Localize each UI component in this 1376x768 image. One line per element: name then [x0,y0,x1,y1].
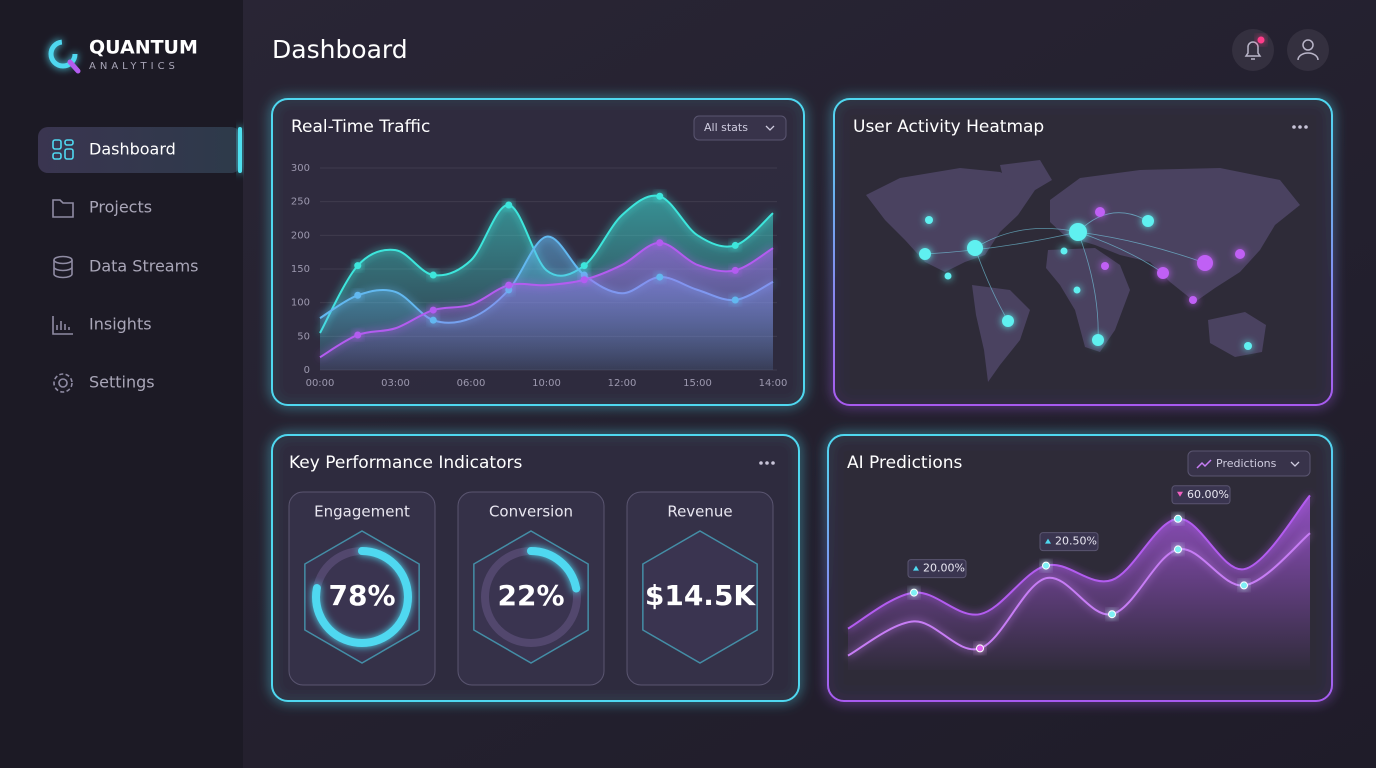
data-point [1240,581,1248,590]
x-tick-label: 03:00 [381,378,410,389]
series-line [319,241,774,359]
nav-item[interactable]: Projects [89,198,152,217]
kpi-value: 78% [328,579,395,612]
notification-button[interactable] [1232,29,1274,71]
data-point [731,296,739,304]
data-point [910,588,918,597]
y-tick-label: 150 [291,264,310,275]
y-tick-label: 0 [304,365,310,376]
data-point [656,239,664,247]
data-point [429,306,437,314]
kpi-ring [481,547,581,647]
data-point [580,262,588,270]
series-line [847,532,1311,657]
heatmap-title: User Activity Heatmap [853,117,1044,137]
world-map [866,160,1300,382]
traffic-title: Real-Time Traffic [291,117,430,137]
data-point [1108,610,1116,619]
data-point [429,271,437,279]
nav-item[interactable]: Insights [89,315,152,334]
series-area [848,495,1310,670]
activity-dots-purple [1095,207,1245,304]
nav-icons [52,139,74,393]
data-point [580,276,588,284]
annotation-icon [1045,538,1051,544]
predictions-filter-label: Predictions [1216,457,1277,470]
predictions-filter[interactable]: Predictions [1187,450,1311,477]
x-tick-label: 06:00 [457,378,486,389]
kpi-menu[interactable] [759,461,775,465]
y-tick-label: 250 [291,197,310,208]
data-point [354,331,362,339]
kpi-ring [312,547,412,647]
kpi-value: 22% [497,579,564,612]
data-point [1174,545,1182,554]
x-tick-label: 00:00 [306,378,335,389]
predictions-title: AI Predictions [847,453,962,473]
data-point [1042,561,1050,570]
heatmap-menu[interactable] [1292,125,1308,129]
kpi-label: Engagement [314,503,410,521]
y-tick-label: 100 [291,298,310,309]
annotation-box [1039,532,1099,552]
nav-item[interactable]: Settings [89,373,155,392]
y-tick-label: 300 [291,163,310,174]
kpi-title: Key Performance Indicators [289,453,522,473]
y-tick-label: 50 [297,331,310,342]
data-point [505,201,513,209]
data-point [354,262,362,270]
nav-item[interactable]: Data Streams [89,257,199,276]
brand-name: QUANTUM [89,37,198,59]
kpi-label: Conversion [489,503,573,521]
x-tick-label: 12:00 [608,378,637,389]
x-tick-label: 15:00 [683,378,712,389]
activity-dots-cyan [919,215,1252,350]
data-point [656,192,664,200]
data-point [429,316,437,324]
data-point [505,281,513,289]
data-point [1174,514,1182,523]
annotation-label: 60.00% [1187,488,1229,501]
data-point [976,644,984,653]
traffic-filter-label: All stats [704,121,748,134]
annotation-icon [913,565,919,571]
data-point [354,291,362,299]
x-tick-label: 10:00 [532,378,561,389]
x-tick-label: 14:00 [759,378,788,389]
traffic-filter[interactable]: All stats [693,115,787,141]
nav-active-bar [238,127,242,173]
kpi-value: $14.5K [645,579,757,612]
data-point [731,241,739,249]
series-line [847,494,1311,630]
y-tick-label: 200 [291,230,310,241]
data-point [656,273,664,281]
annotation-label: 20.00% [923,562,965,575]
annotation-icon [1177,491,1183,497]
logo [48,39,81,74]
brand-tagline: ANALYTICS [89,61,179,72]
annotation-box [907,559,967,579]
annotation-box [1171,485,1231,505]
annotation-label: 20.50% [1055,535,1097,548]
nav-active-bg [38,127,241,173]
kpi-hexagon [642,530,758,664]
data-point [731,266,739,274]
profile-button[interactable] [1287,29,1329,71]
page-title: Dashboard [272,35,408,64]
kpi-label: Revenue [667,503,732,521]
nav-item[interactable]: Dashboard [89,140,176,159]
